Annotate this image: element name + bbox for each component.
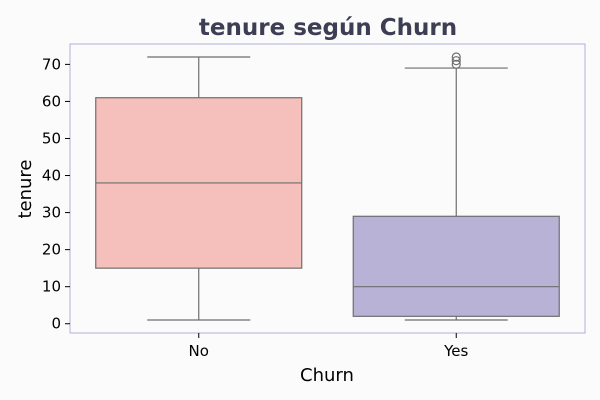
y-tick-label: 10 [42,278,61,296]
x-axis: No Yes [189,333,469,360]
box-yes [352,52,560,321]
y-tick-label: 70 [42,55,61,73]
y-tick-label: 20 [42,241,61,259]
box-body [352,215,560,317]
x-tick-label: Yes [443,342,468,360]
y-axis-label: tenure [15,159,36,218]
boxes [95,52,560,321]
box-no [95,56,303,321]
x-axis-label: Churn [300,365,354,386]
y-tick-label: 60 [42,92,61,110]
y-tick-label: 50 [42,129,61,147]
y-axis: 0 10 20 30 40 50 60 70 [42,55,70,333]
x-tick-label: No [189,342,209,360]
y-tick-label: 0 [51,315,61,333]
outlier-point [451,56,461,66]
plot-area [69,43,586,334]
chart-title: tenure según Churn [199,15,457,41]
outlier-point [451,52,461,62]
y-tick-label: 40 [42,167,61,185]
y-tick-label: 30 [42,204,61,222]
